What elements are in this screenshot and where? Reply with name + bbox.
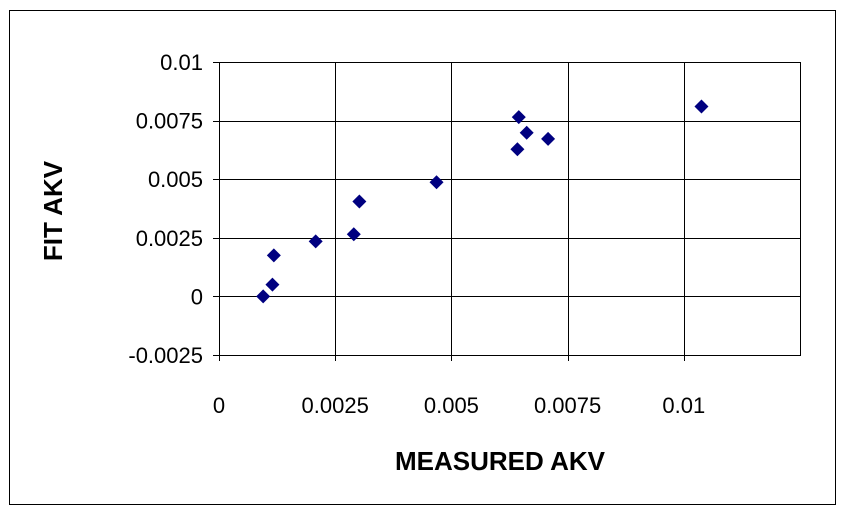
x-tick-label: 0.01 — [662, 393, 705, 418]
data-point — [510, 142, 525, 157]
data-point — [541, 131, 556, 146]
data-point — [511, 110, 526, 125]
data-point — [429, 175, 444, 190]
data-point — [694, 99, 709, 114]
y-tick-label: 0.01 — [160, 50, 203, 75]
x-tick-label: 0 — [213, 393, 225, 418]
data-point — [266, 248, 281, 263]
data-point — [308, 234, 323, 249]
x-tick-label: 0.0025 — [302, 393, 369, 418]
data-points — [256, 99, 709, 304]
y-axis-title: FIT AKV — [38, 160, 68, 261]
y-tick-label: -0.0025 — [128, 343, 203, 368]
x-tick-labels: 0 0.0025 0.005 0.0075 0.01 — [213, 393, 705, 418]
y-tick-label: 0 — [191, 284, 203, 309]
y-tick-labels: -0.0025 0 0.0025 0.005 0.0075 0.01 — [128, 50, 203, 368]
data-point — [346, 227, 361, 242]
y-tick-label: 0.005 — [148, 167, 203, 192]
chart-border — [9, 10, 836, 505]
y-tick-label: 0.0075 — [136, 109, 203, 134]
data-point — [352, 194, 367, 209]
x-axis-title: MEASURED AKV — [395, 446, 606, 476]
data-point — [265, 277, 280, 292]
data-point — [256, 289, 271, 304]
x-tick-label: 0.005 — [424, 393, 479, 418]
data-point — [519, 125, 534, 140]
x-tick-label: 0.0075 — [534, 393, 601, 418]
y-tick-label: 0.0025 — [136, 226, 203, 251]
plot-area-frame — [219, 62, 801, 356]
